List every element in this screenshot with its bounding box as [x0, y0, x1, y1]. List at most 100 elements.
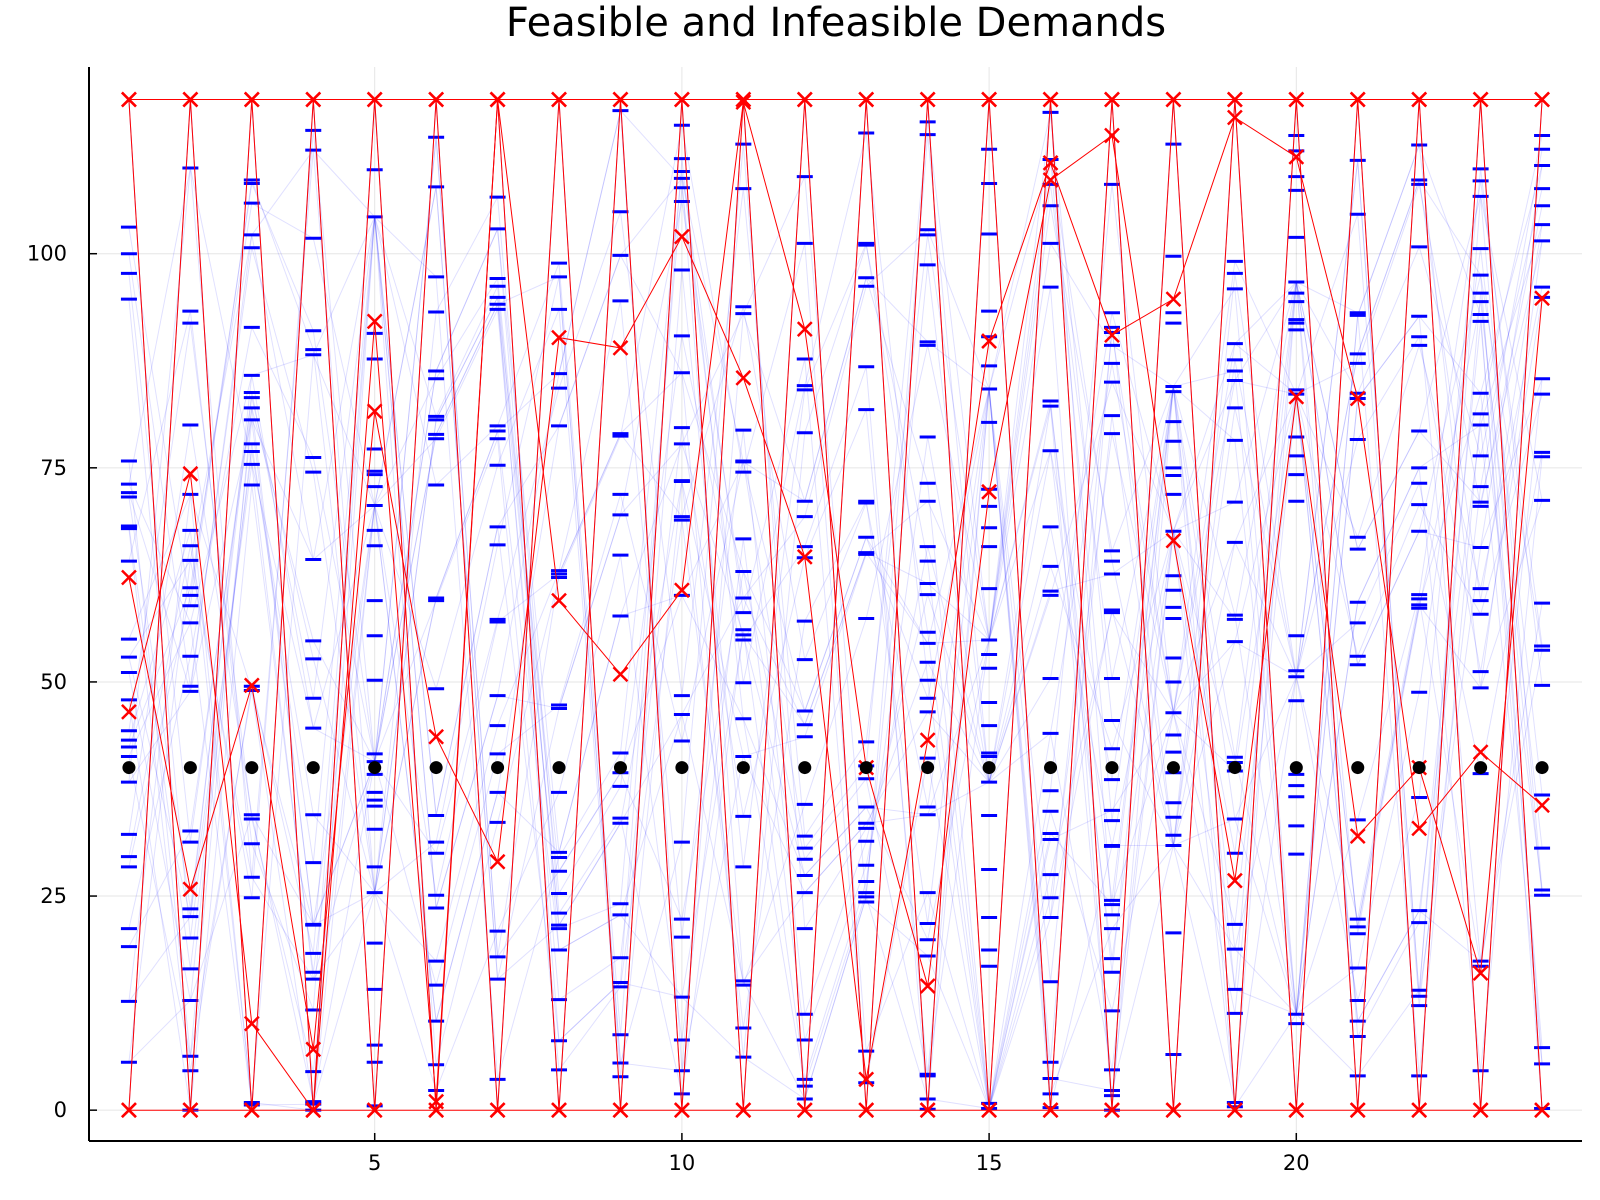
infeasible-point	[366, 1102, 383, 1119]
infeasible-point	[1288, 388, 1305, 405]
infeasible-point	[489, 1102, 506, 1119]
reference-point	[1166, 761, 1180, 775]
y-tick-label: 25	[40, 884, 67, 908]
infeasible-point	[551, 329, 567, 346]
feasible-sample-line	[128, 135, 1543, 1093]
reference-point	[491, 761, 505, 775]
infeasible-point	[243, 91, 260, 108]
reference-point	[1412, 761, 1426, 775]
infeasible-point	[182, 91, 199, 108]
infeasible-point	[366, 403, 383, 420]
reference-point	[798, 761, 812, 775]
infeasible-point	[1165, 291, 1182, 307]
infeasible-point	[1349, 91, 1366, 108]
reference-point	[1474, 761, 1488, 775]
infeasible-point	[735, 91, 752, 108]
infeasible-point	[674, 91, 690, 108]
infeasible-point	[1226, 1102, 1243, 1119]
infeasible-point	[1165, 532, 1182, 549]
infeasible-point	[612, 1102, 629, 1119]
infeasible-point	[182, 1102, 199, 1119]
infeasible-point	[1534, 91, 1550, 108]
feasible-sample-line	[128, 150, 1543, 1063]
x-tick-label: 5	[368, 1151, 381, 1175]
infeasible-point	[796, 549, 813, 565]
infeasible-point	[1288, 149, 1305, 165]
axes	[88, 67, 1582, 1142]
y-tick-label: 50	[40, 670, 67, 694]
reference-point	[613, 761, 627, 775]
reference-point	[368, 761, 382, 775]
reference-point	[122, 761, 136, 775]
y-tick-label: 75	[40, 456, 67, 480]
infeasible-point	[858, 1071, 875, 1088]
infeasible-point	[489, 853, 506, 870]
infeasible-point	[919, 91, 936, 108]
infeasible-point	[858, 1102, 875, 1119]
infeasible-point	[1104, 1102, 1120, 1119]
tick-labels: 5 10 15 20 0 25 50 75 100	[27, 242, 1310, 1175]
reference-point	[429, 761, 443, 775]
infeasible-point	[796, 91, 813, 108]
infeasible-point	[674, 1102, 690, 1119]
x-tick-label: 20	[1283, 1151, 1310, 1175]
x-tick-label: 15	[976, 1151, 1003, 1175]
infeasible-point	[551, 592, 567, 609]
infeasible-point	[612, 666, 629, 683]
infeasible-series-line	[128, 99, 1543, 1112]
infeasible-point	[858, 91, 875, 108]
feasible-sample-line	[128, 273, 1543, 1092]
infeasible-point	[1104, 127, 1120, 144]
feasible-sample-line	[128, 214, 1543, 1110]
infeasible-point	[1042, 172, 1059, 188]
infeasible-point	[919, 732, 936, 749]
infeasible-series-line	[128, 99, 1543, 1111]
reference-point	[183, 761, 197, 775]
feasible-sample-line	[128, 112, 1543, 1057]
infeasible-point	[1226, 872, 1243, 889]
infeasible-point	[243, 1102, 260, 1119]
feasible-sample-line	[128, 149, 1543, 1109]
infeasible-point	[612, 340, 629, 356]
reference-point	[306, 761, 320, 775]
infeasible-point	[919, 978, 936, 994]
infeasible-point	[551, 1102, 567, 1119]
feasible-sample-line	[128, 309, 1543, 1111]
feasible-sample-line	[128, 144, 1543, 1064]
infeasible-point	[1472, 1102, 1489, 1119]
infeasible-point	[981, 333, 997, 349]
infeasible-point	[428, 1093, 445, 1110]
feasible-sample-line	[128, 130, 1543, 1072]
feasible-sample-line	[128, 216, 1543, 1109]
infeasible-point	[1288, 1102, 1305, 1119]
infeasible-point	[428, 91, 445, 108]
reference-point	[675, 761, 689, 775]
infeasible-point	[1165, 91, 1182, 108]
infeasible-series-line	[128, 116, 1543, 1080]
infeasible-point	[796, 321, 813, 337]
infeasible-point	[796, 1102, 813, 1119]
chart-title: Feasible and Infeasible Demands	[506, 0, 1166, 46]
reference-point	[1351, 761, 1365, 775]
reference-point	[1044, 761, 1058, 775]
infeasible-point	[305, 91, 322, 108]
infeasible-point	[612, 91, 629, 108]
infeasible-point	[981, 1102, 997, 1119]
infeasible-point	[981, 91, 997, 108]
reference-point	[1228, 761, 1242, 775]
infeasible-point	[1226, 109, 1243, 126]
infeasible-point	[1226, 91, 1243, 108]
infeasible-point	[1411, 91, 1428, 108]
infeasible-point	[551, 91, 567, 108]
feasible-sample-line	[128, 171, 1543, 1109]
infeasible-point	[1534, 1102, 1550, 1119]
reference-point	[552, 761, 566, 775]
infeasible-point	[1042, 91, 1059, 108]
infeasible-point	[243, 677, 260, 694]
infeasible-point	[121, 569, 137, 586]
infeasible-point	[1411, 820, 1428, 837]
infeasible-point	[1534, 290, 1550, 307]
feasible-sample-line	[128, 159, 1543, 1109]
